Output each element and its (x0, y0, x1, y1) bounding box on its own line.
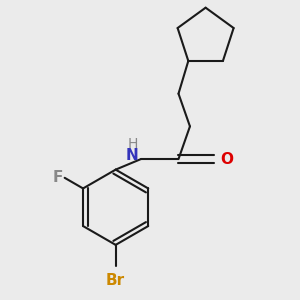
Text: H: H (128, 137, 138, 152)
Text: F: F (52, 170, 63, 185)
Text: Br: Br (106, 273, 125, 288)
Text: N: N (125, 148, 138, 163)
Text: O: O (220, 152, 233, 166)
